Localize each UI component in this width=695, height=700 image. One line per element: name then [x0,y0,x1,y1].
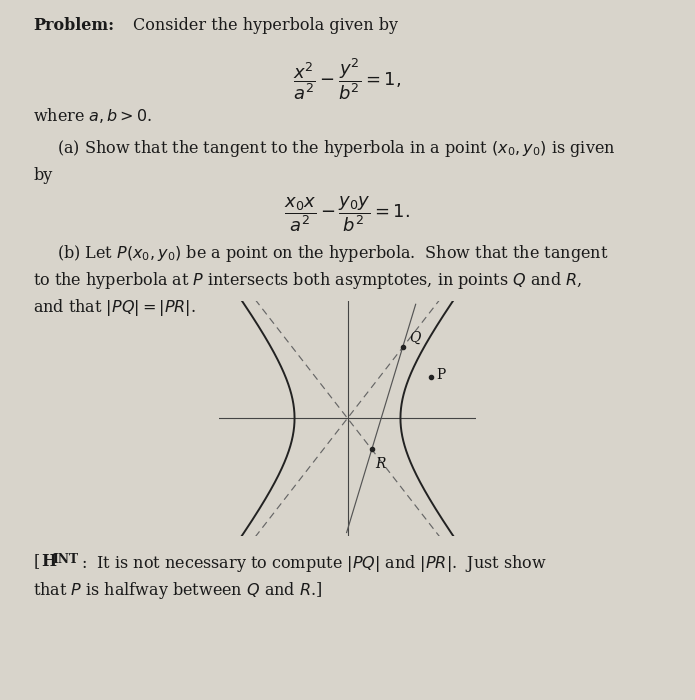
Text: [: [ [33,553,40,570]
Text: that $P$ is halfway between $Q$ and $R$.]: that $P$ is halfway between $Q$ and $R$.… [33,580,322,601]
Text: :  It is not necessary to compute $|PQ|$ and $|PR|$.  Just show: : It is not necessary to compute $|PQ|$ … [81,553,547,574]
Text: (a) Show that the tangent to the hyperbola in a point $(x_0, y_0)$ is given: (a) Show that the tangent to the hyperbo… [57,138,615,159]
Text: where $a, b > 0$.: where $a, b > 0$. [33,106,153,125]
Text: (b) Let $P(x_0, y_0)$ be a point on the hyperbola.  Show that the tangent: (b) Let $P(x_0, y_0)$ be a point on the … [57,243,608,264]
Text: $\dfrac{x^2}{a^2} - \dfrac{y^2}{b^2} = 1,$: $\dfrac{x^2}{a^2} - \dfrac{y^2}{b^2} = 1… [293,56,402,102]
Text: Consider the hyperbola given by: Consider the hyperbola given by [133,17,398,34]
Text: INT: INT [52,553,79,566]
Text: P: P [436,368,446,382]
Text: Problem:: Problem: [33,17,115,34]
Text: Q: Q [409,330,420,344]
Text: R: R [375,457,386,471]
Text: and that $|PQ| = |PR|$.: and that $|PQ| = |PR|$. [33,297,196,318]
Text: to the hyperbola at $P$ intersects both asymptotes, in points $Q$ and $R$,: to the hyperbola at $P$ intersects both … [33,270,582,291]
Text: $\dfrac{x_0 x}{a^2} - \dfrac{y_0 y}{b^2} = 1.$: $\dfrac{x_0 x}{a^2} - \dfrac{y_0 y}{b^2}… [284,195,411,235]
Text: by: by [33,167,53,183]
Text: H: H [42,553,57,570]
